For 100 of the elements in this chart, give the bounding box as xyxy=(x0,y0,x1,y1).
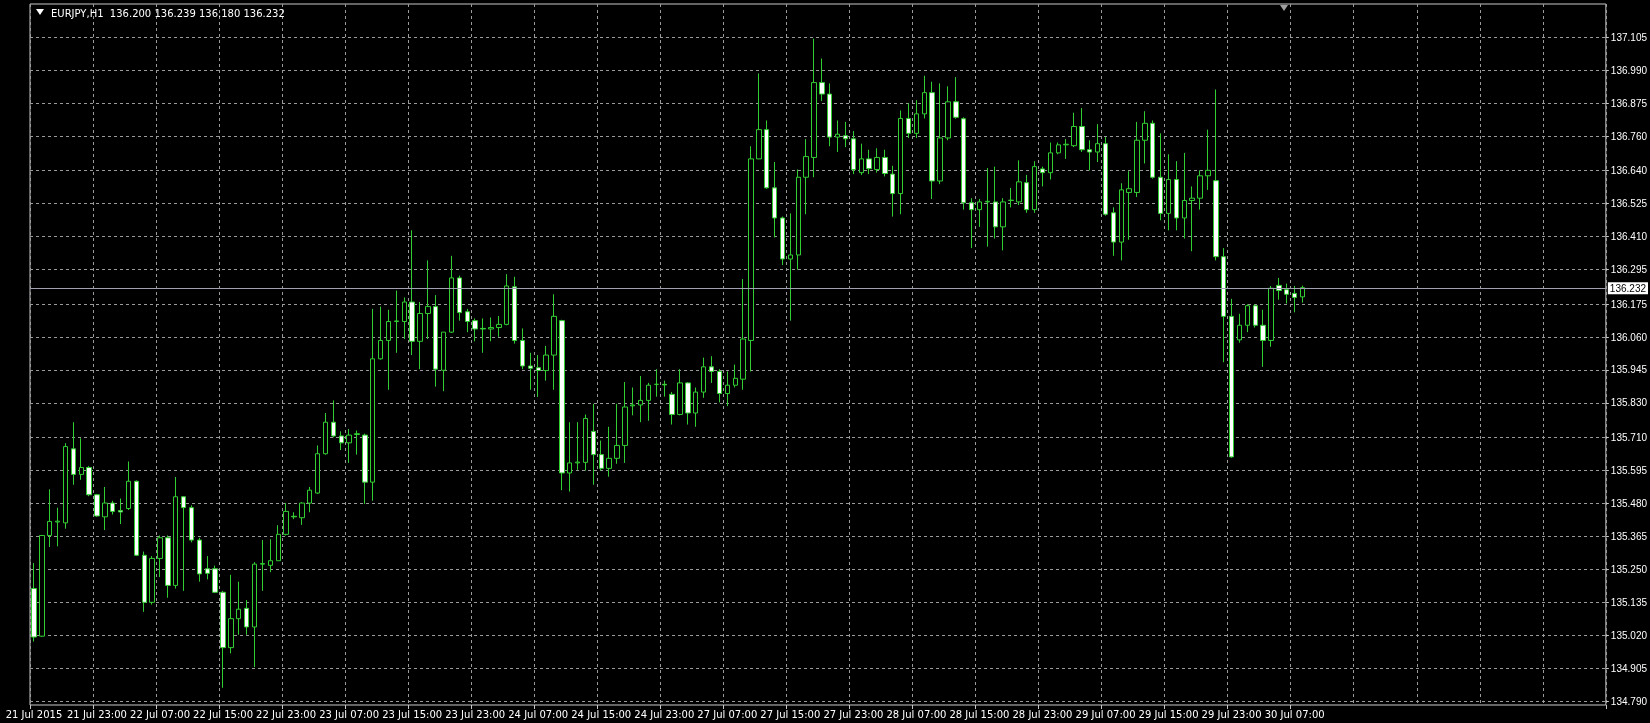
candlestick xyxy=(559,319,565,491)
candlestick xyxy=(1260,309,1266,368)
chart-title: EURJPY,H1 136.200 136.239 136.180 136.232 xyxy=(51,7,285,19)
candlestick xyxy=(843,121,848,148)
candlestick xyxy=(449,255,454,334)
candlestick xyxy=(504,273,509,326)
candlestick xyxy=(772,161,777,238)
candlestick xyxy=(575,421,580,471)
candlestick xyxy=(212,565,218,594)
candlestick xyxy=(378,306,383,361)
candlestick xyxy=(39,534,45,638)
candlestick xyxy=(142,551,147,613)
candlestick xyxy=(1063,138,1069,160)
candlestick xyxy=(835,119,840,153)
candlestick xyxy=(441,331,446,392)
candlestick xyxy=(47,488,52,548)
candlestick xyxy=(662,380,667,398)
candlestick xyxy=(346,428,352,464)
candlestick xyxy=(134,479,139,557)
candlestick xyxy=(1205,129,1211,191)
candlestick xyxy=(536,354,541,398)
candlestick xyxy=(1111,206,1116,257)
candlestick xyxy=(512,276,517,345)
y-tick-label: 136.640 xyxy=(1610,165,1648,177)
candlestick xyxy=(945,85,951,141)
candlestick xyxy=(94,493,100,518)
candlestick xyxy=(63,442,68,530)
candlestick xyxy=(205,555,210,580)
candlestick xyxy=(1268,285,1274,348)
candlestick xyxy=(788,212,793,322)
candlestick xyxy=(55,507,60,547)
candlestick xyxy=(1253,303,1258,329)
y-tick-label: 136.525 xyxy=(1610,198,1648,210)
candlestick xyxy=(803,138,809,215)
candlestick xyxy=(86,465,92,497)
candlestick xyxy=(796,169,801,271)
x-tick-label: 28 Jul 07:00 xyxy=(886,708,947,720)
candlestick xyxy=(1237,313,1242,344)
candlestick xyxy=(811,38,817,178)
x-tick-label: 22 Jul 23:00 xyxy=(256,708,317,720)
candlestick xyxy=(323,412,328,456)
candlestick xyxy=(236,581,241,636)
candlestick xyxy=(362,433,368,505)
candlestick xyxy=(1008,187,1014,208)
candlestick xyxy=(425,259,431,340)
x-tick-label: 24 Jul 23:00 xyxy=(634,708,695,720)
candlestick xyxy=(780,216,785,266)
y-tick-label: 136.410 xyxy=(1610,231,1648,243)
candlestick xyxy=(638,375,643,423)
candlestick xyxy=(1174,160,1179,231)
candlestick xyxy=(433,294,438,388)
candlestick xyxy=(520,327,525,370)
candlestick xyxy=(157,534,163,578)
candlestick xyxy=(929,81,935,200)
candlestick xyxy=(228,574,234,654)
candlestick xyxy=(646,382,651,422)
candlestick xyxy=(1048,142,1053,181)
candlestick xyxy=(1032,160,1037,214)
candlestick xyxy=(1221,247,1226,363)
x-tick-label: 27 Jul 07:00 xyxy=(697,708,758,720)
candlestick xyxy=(386,309,391,391)
candlestick xyxy=(149,555,155,606)
candlestick xyxy=(1079,107,1085,153)
candlestick xyxy=(31,562,37,643)
candlestick xyxy=(748,145,754,372)
candlestick xyxy=(961,116,966,211)
candlestick xyxy=(1071,112,1077,148)
x-tick-label: 23 Jul 23:00 xyxy=(445,708,506,720)
y-tick-label: 134.905 xyxy=(1610,662,1648,674)
x-tick-label: 30 Jul 07:00 xyxy=(1264,708,1325,720)
candlestick xyxy=(331,399,336,438)
candlestick xyxy=(1245,303,1250,333)
candlestick xyxy=(1213,88,1219,261)
candlestick xyxy=(291,511,297,520)
candlestick xyxy=(402,296,407,340)
x-tick-label: 27 Jul 23:00 xyxy=(823,708,884,720)
candlestick xyxy=(1197,169,1203,211)
candlestick xyxy=(669,391,675,425)
candlestick xyxy=(394,290,399,354)
y-tick-label: 136.175 xyxy=(1610,298,1648,310)
y-tick-label: 136.060 xyxy=(1610,331,1648,343)
candlestick xyxy=(181,495,186,592)
candlestick xyxy=(1056,142,1061,155)
y-tick-label: 135.710 xyxy=(1610,431,1648,443)
candlestick xyxy=(1024,174,1029,214)
candlestick xyxy=(496,315,502,338)
candlestick xyxy=(118,497,123,525)
candlestick xyxy=(1103,136,1108,217)
candlestick xyxy=(299,501,305,526)
candlestick xyxy=(1300,285,1305,304)
candlestick xyxy=(591,403,596,486)
candlestick xyxy=(866,149,872,175)
x-tick-label: 22 Jul 07:00 xyxy=(130,708,190,720)
x-tick-label: 24 Jul 15:00 xyxy=(571,708,632,720)
candlestick xyxy=(937,82,943,185)
x-tick-label: 23 Jul 15:00 xyxy=(382,708,443,720)
candlestick xyxy=(851,130,856,175)
candlestick xyxy=(465,308,470,333)
candlestick xyxy=(244,599,249,636)
y-tick-label: 135.365 xyxy=(1610,530,1648,542)
